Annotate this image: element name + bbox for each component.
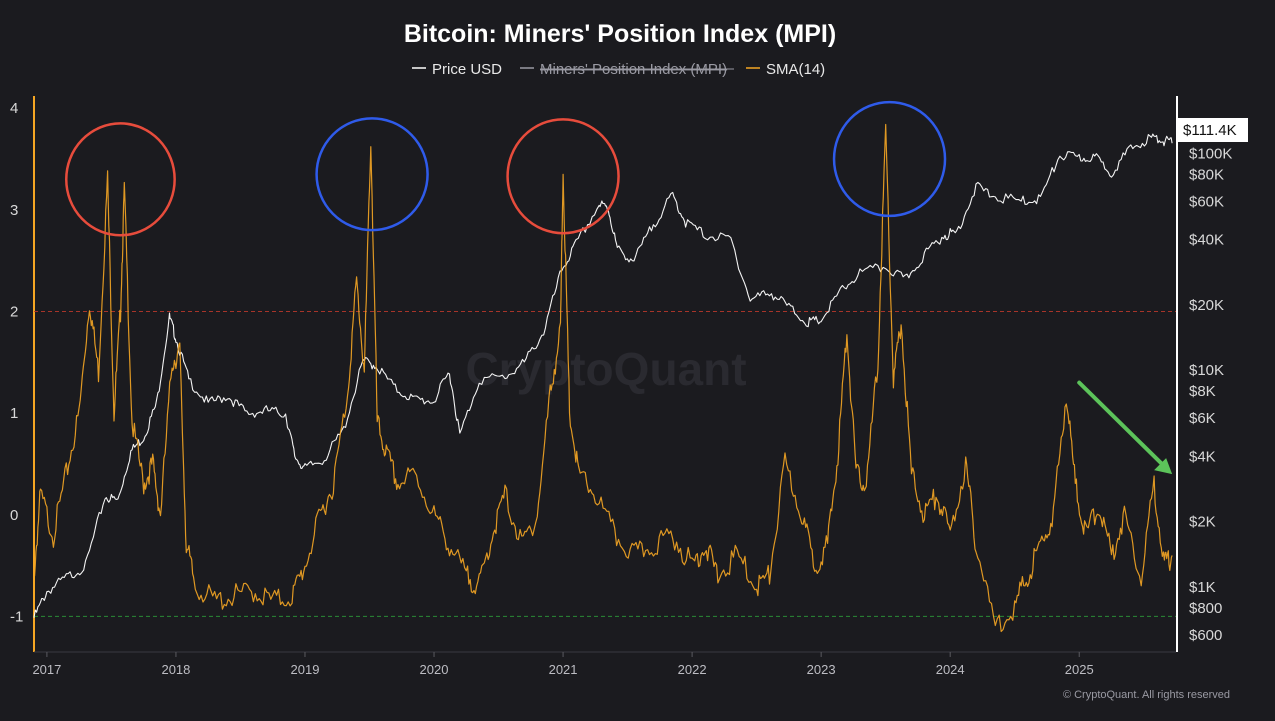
- right-tick-11: $800: [1189, 600, 1222, 617]
- legend-label-2: SMA(14): [766, 61, 825, 78]
- chart-title: Bitcoin: Miners' Position Index (MPI): [404, 20, 836, 48]
- x-tick-8: 2025: [1065, 662, 1094, 677]
- right-tick-4: $20K: [1189, 297, 1224, 314]
- x-tick-3: 2020: [420, 662, 449, 677]
- trend-arrow-shaft: [1077, 380, 1167, 469]
- series-line-price-usd: [33, 133, 1173, 618]
- x-tick-4: 2021: [549, 662, 578, 677]
- x-tick-2: 2019: [291, 662, 320, 677]
- right-tick-8: $4K: [1189, 448, 1216, 465]
- highlight-circle-0: [65, 122, 176, 237]
- highlight-circle-1: [315, 117, 429, 232]
- right-tick-9: $2K: [1189, 514, 1216, 531]
- left-tick-4: 0: [10, 507, 18, 524]
- x-tick-1: 2018: [161, 662, 190, 677]
- x-tick-0: 2017: [32, 662, 61, 677]
- current-price-badge: [1178, 118, 1248, 142]
- right-tick-6: $8K: [1189, 383, 1216, 400]
- series-line-sma-14: [33, 123, 1173, 633]
- highlight-circle-2: [506, 118, 620, 235]
- left-tick-3: 1: [10, 405, 18, 422]
- right-tick-3: $40K: [1189, 232, 1224, 249]
- current-price-label: $111.4K: [1183, 122, 1237, 139]
- x-tick-5: 2022: [678, 662, 707, 677]
- left-tick-0: 4: [10, 100, 18, 117]
- right-tick-5: $10K: [1189, 362, 1224, 379]
- left-tick-2: 2: [10, 303, 18, 320]
- watermark: CryptoQuant: [465, 343, 746, 395]
- right-tick-10: $1K: [1189, 579, 1216, 596]
- x-tick-6: 2023: [807, 662, 836, 677]
- x-tick-7: 2024: [936, 662, 965, 677]
- right-tick-12: $600: [1189, 627, 1222, 644]
- left-tick-1: 3: [10, 202, 18, 219]
- left-tick-5: -1: [10, 608, 23, 625]
- highlight-circle-3: [832, 100, 947, 218]
- right-tick-2: $60K: [1189, 193, 1224, 210]
- right-tick-1: $80K: [1189, 166, 1224, 183]
- credit-text: © CryptoQuant. All rights reserved: [1063, 689, 1230, 701]
- legend-label-0: Price USD: [432, 61, 502, 78]
- right-tick-0: $100K: [1189, 145, 1232, 162]
- trend-arrow-head: [1154, 458, 1173, 475]
- right-tick-7: $6K: [1189, 410, 1216, 427]
